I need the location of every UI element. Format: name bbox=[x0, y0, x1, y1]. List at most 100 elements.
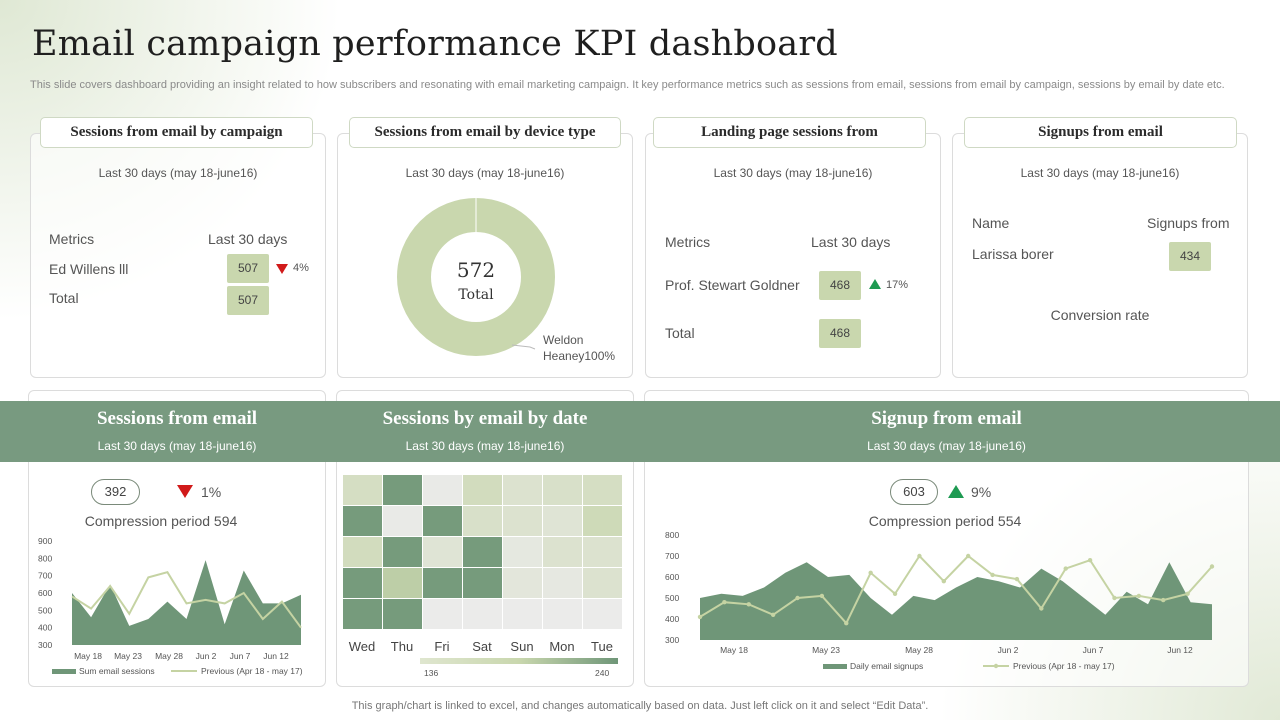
up-arrow-icon bbox=[869, 279, 881, 289]
x-tick-label: May 18 bbox=[74, 651, 102, 661]
line-point bbox=[941, 579, 947, 584]
line-point bbox=[819, 593, 825, 599]
landing-row1-change: 17% bbox=[886, 279, 909, 291]
campaign-row2-name: Total bbox=[49, 290, 79, 306]
signups-panel-title: Signups from email bbox=[964, 117, 1237, 148]
heatmap-cell bbox=[383, 599, 422, 629]
heatmap-scale-min: 136 bbox=[424, 668, 438, 678]
signup-compression: Compression period 554 bbox=[868, 513, 1022, 529]
line-point bbox=[990, 572, 995, 578]
campaign-col-metrics: Metrics bbox=[49, 231, 95, 247]
heatmap-cell bbox=[463, 475, 502, 505]
landing-col-metrics: Metrics bbox=[665, 234, 711, 250]
heatmap-cell bbox=[343, 506, 382, 536]
heatmap-scale-max: 240 bbox=[595, 668, 609, 678]
landing-row2-value: 468 bbox=[819, 319, 861, 348]
y-tick-label: 300 bbox=[38, 640, 52, 650]
campaign-col-period: Last 30 days bbox=[208, 231, 288, 247]
heatmap-day-label: Tue bbox=[591, 639, 613, 654]
line-point bbox=[917, 553, 922, 559]
line-point bbox=[795, 595, 800, 601]
heatmap-scale-bar bbox=[420, 658, 618, 664]
heatmap-day-label: Thu bbox=[391, 639, 413, 654]
sessions-heatmap: Wed Thu Fri Sat Sun Mon Tue 136 240 bbox=[343, 475, 622, 678]
down-arrow-icon bbox=[177, 485, 193, 498]
by-date-title: Sessions by email by date bbox=[382, 408, 588, 429]
line-point bbox=[746, 602, 751, 607]
heatmap-cell bbox=[343, 537, 382, 567]
heatmap-cell bbox=[503, 599, 542, 629]
y-tick-label: 900 bbox=[38, 536, 52, 546]
heatmap-cell bbox=[583, 475, 622, 505]
x-tick-label: May 23 bbox=[812, 645, 840, 655]
campaign-period: Last 30 days (may 18-june16) bbox=[98, 166, 258, 180]
heatmap-cell bbox=[543, 568, 582, 598]
line-point bbox=[1185, 591, 1190, 596]
line-series-previous bbox=[71, 571, 302, 629]
heatmap-cell bbox=[503, 537, 542, 567]
line-point bbox=[1209, 564, 1215, 569]
heatmap-day-label: Sat bbox=[472, 639, 492, 654]
area-series-daily-email-signups bbox=[700, 562, 1212, 640]
y-tick-label: 500 bbox=[665, 593, 679, 603]
page-title: Email campaign performance KPI dashboard bbox=[32, 24, 838, 64]
heatmap-day-label: Mon bbox=[549, 639, 574, 654]
legend-label-area: Daily email signups bbox=[850, 661, 923, 671]
section-band bbox=[0, 401, 1280, 462]
line-point bbox=[770, 612, 776, 617]
donut-center-label: Total bbox=[458, 287, 494, 303]
y-tick-label: 400 bbox=[665, 614, 679, 624]
heatmap-cell bbox=[463, 506, 502, 536]
signups-period: Last 30 days (may 18-june16) bbox=[1020, 166, 1180, 180]
sessions-pill: 392 bbox=[91, 479, 140, 505]
heatmap-cell bbox=[343, 599, 382, 629]
donut-center-value: 572 bbox=[457, 258, 495, 282]
legend-swatch-area bbox=[52, 669, 76, 674]
line-point bbox=[965, 553, 971, 559]
heatmap-cell bbox=[463, 599, 502, 629]
heatmap-cell bbox=[383, 537, 422, 567]
line-point bbox=[868, 570, 873, 575]
x-tick-label: Jun 12 bbox=[263, 651, 289, 661]
donut-callout-name: Weldon bbox=[543, 333, 584, 347]
legend-label-area: Sum email sessions bbox=[79, 666, 155, 676]
y-tick-label: 700 bbox=[38, 571, 52, 581]
landing-row1-name: Prof. Stewart Goldner bbox=[665, 277, 800, 293]
heatmap-cell bbox=[583, 506, 622, 536]
campaign-row1-name: Ed Willens lll bbox=[49, 261, 129, 277]
heatmap-cell bbox=[383, 475, 422, 505]
heatmap-cell bbox=[583, 599, 622, 629]
heatmap-cell bbox=[463, 537, 502, 567]
down-arrow-icon bbox=[276, 264, 288, 274]
landing-row2-name: Total bbox=[665, 325, 695, 341]
line-point bbox=[1014, 576, 1020, 582]
sessions-change: 1% bbox=[201, 484, 222, 500]
y-tick-label: 600 bbox=[38, 588, 52, 598]
y-tick-label: 500 bbox=[38, 605, 52, 615]
y-tick-label: 400 bbox=[38, 623, 52, 633]
campaign-row1-value: 507 bbox=[227, 254, 269, 283]
landing-period: Last 30 days (may 18-june16) bbox=[713, 166, 873, 180]
line-point bbox=[1161, 597, 1166, 603]
landing-row1-value: 468 bbox=[819, 271, 861, 300]
line-point bbox=[1112, 595, 1117, 601]
heatmap-day-label: Wed bbox=[349, 639, 376, 654]
heatmap-cell bbox=[503, 568, 542, 598]
x-tick-label: May 28 bbox=[905, 645, 933, 655]
signups-col-name: Name bbox=[972, 215, 1010, 231]
line-point bbox=[1039, 606, 1044, 611]
line-point bbox=[1087, 558, 1093, 563]
legend-swatch-marker bbox=[993, 663, 999, 669]
device-panel-title: Sessions from email by device type bbox=[349, 117, 621, 148]
sessions-period: Last 30 days (may 18-june16) bbox=[97, 439, 257, 453]
conversion-rate-label: Conversion rate bbox=[1050, 307, 1150, 323]
line-point bbox=[1136, 593, 1142, 599]
line-point bbox=[697, 614, 703, 620]
heatmap-cell bbox=[583, 537, 622, 567]
heatmap-cell bbox=[423, 506, 462, 536]
by-date-period: Last 30 days (may 18-june16) bbox=[405, 439, 565, 453]
heatmap-cell bbox=[343, 475, 382, 505]
sessions-title: Sessions from email bbox=[96, 408, 258, 429]
line-point bbox=[722, 600, 727, 605]
line-series-previous bbox=[699, 554, 1213, 625]
